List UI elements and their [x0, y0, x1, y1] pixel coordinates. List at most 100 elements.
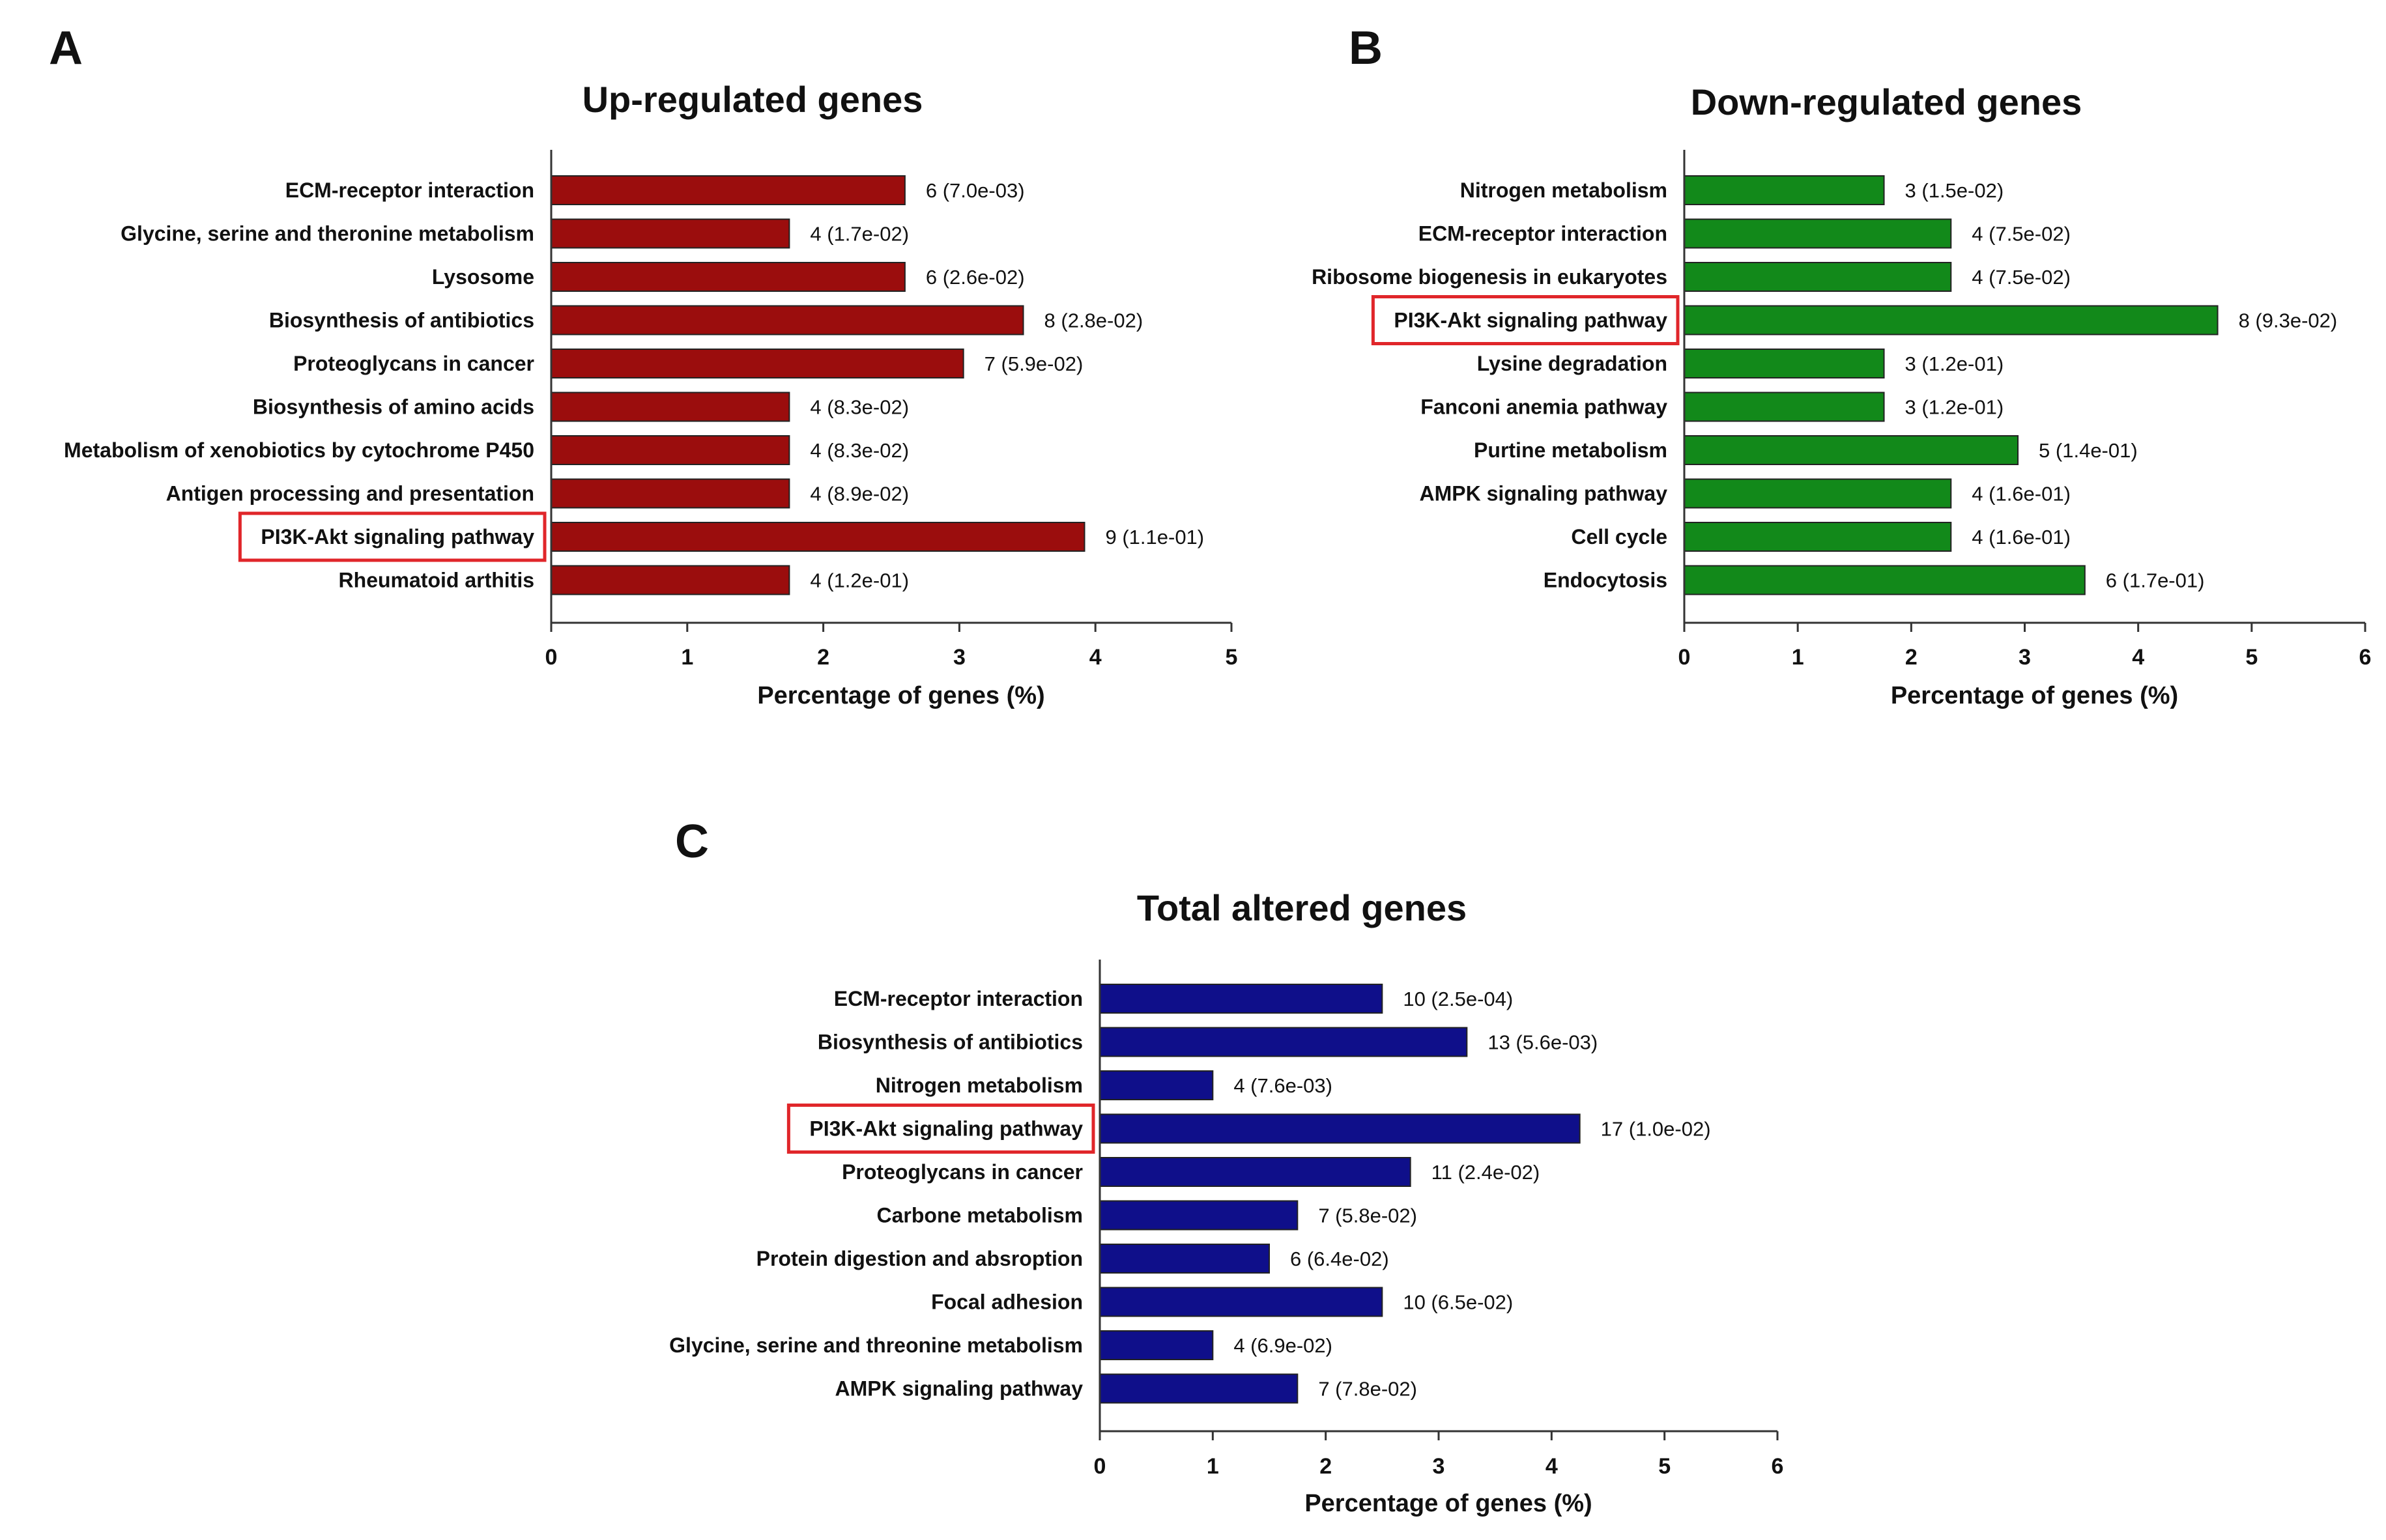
- bar: [551, 435, 790, 465]
- bar: [1099, 1157, 1411, 1187]
- bar: [551, 305, 1024, 335]
- chart-total-altered: C Total altered genes ECM-receptor interac…: [669, 816, 1783, 1517]
- category-label: Protein digestion and absroption: [756, 1247, 1083, 1270]
- data-label: 6 (2.6e-02): [926, 266, 1025, 289]
- category-label: Endocytosis: [1544, 569, 1667, 592]
- category-label: Lysine degradation: [1477, 352, 1667, 375]
- bar: [551, 392, 790, 422]
- highlight-box: [786, 1104, 1095, 1154]
- x-tick-label: 5: [1226, 645, 1238, 670]
- category-label: Ribosome biogenesis in eukaryotes: [1312, 265, 1667, 289]
- chart-title: Down-regulated genes: [1691, 81, 2082, 122]
- bar: [1099, 1330, 1214, 1360]
- data-label: 7 (7.8e-02): [1318, 1378, 1417, 1401]
- x-tick-label: 4: [1545, 1454, 1558, 1479]
- data-label: 4 (1.6e-01): [1972, 483, 2071, 506]
- category-label: PI3K-Akt signaling pathway: [809, 1117, 1083, 1141]
- panel-letter-c: C: [675, 816, 709, 868]
- bar: [1684, 349, 1885, 378]
- bar: [1099, 1200, 1299, 1231]
- x-tick-label: 4: [1089, 645, 1102, 670]
- category-label: AMPK signaling pathway: [835, 1377, 1084, 1401]
- data-label: 4 (8.3e-02): [810, 439, 909, 462]
- data-label: 6 (1.7e-01): [2106, 569, 2205, 592]
- x-tick-label: 1: [1207, 1454, 1219, 1479]
- chart-down-regulated: B Down-regulated genes Nitrogen metabolism…: [1312, 22, 2371, 709]
- category-label: Purtine metabolism: [1474, 438, 1667, 462]
- category-label: ECM-receptor interaction: [834, 987, 1083, 1010]
- bar: [1099, 1373, 1299, 1404]
- x-axis-title: Percentage of genes (%): [1891, 682, 2178, 709]
- data-label: 4 (8.3e-02): [810, 396, 909, 419]
- bar: [1684, 262, 1952, 292]
- chart-title: Total altered genes: [1137, 887, 1467, 928]
- x-tick-label: 6: [2359, 645, 2372, 670]
- bar: [1684, 305, 2219, 335]
- category-label: ECM-receptor interaction: [1418, 222, 1667, 246]
- category-label: AMPK signaling pathway: [1420, 482, 1668, 506]
- data-label: 11 (2.4e-02): [1431, 1161, 1540, 1184]
- panel-letter-a: A: [49, 22, 83, 74]
- bar: [1684, 435, 2019, 465]
- x-tick-label: 3: [2019, 645, 2031, 670]
- x-tick-label: 1: [1792, 645, 1804, 670]
- bar: [1099, 1113, 1581, 1144]
- bar: [551, 478, 790, 509]
- bar: [551, 218, 790, 249]
- category-label: Biosynthesis of antibiotics: [818, 1031, 1083, 1054]
- highlight-box: [238, 511, 547, 562]
- x-tick-label: 0: [1678, 645, 1691, 670]
- category-label: Nitrogen metabolism: [876, 1074, 1083, 1097]
- bar: [1099, 1070, 1214, 1100]
- bar: [1099, 984, 1383, 1014]
- chart-up-regulated: A Up-regulated genes ECM-receptor interact…: [49, 22, 1237, 709]
- bar: [1684, 565, 2086, 595]
- bar: [1684, 522, 1952, 552]
- highlight-box: [1371, 295, 1680, 345]
- category-label: Lysosome: [432, 265, 534, 289]
- data-label: 4 (7.5e-02): [1972, 223, 2071, 246]
- bar: [551, 349, 964, 378]
- bar: [1099, 1287, 1383, 1317]
- x-tick-label: 3: [1433, 1454, 1445, 1479]
- x-tick-label: 2: [817, 645, 829, 670]
- bar: [1099, 1027, 1468, 1057]
- chart-title: Up-regulated genes: [582, 79, 923, 120]
- bar: [551, 175, 906, 205]
- category-label: Rheumatoid arthitis: [339, 569, 534, 592]
- x-tick-label: 0: [1094, 1454, 1106, 1479]
- category-label: ECM-receptor interaction: [285, 178, 534, 202]
- bar: [1684, 392, 1885, 422]
- category-label: Glycine, serine and theronine metabolism: [121, 222, 534, 246]
- data-label: 6 (7.0e-03): [926, 179, 1025, 202]
- bar: [551, 262, 906, 292]
- data-label: 3 (1.2e-01): [1905, 352, 2004, 375]
- bar: [1684, 218, 1952, 249]
- category-label: PI3K-Akt signaling pathway: [261, 525, 534, 549]
- x-tick-label: 5: [2245, 645, 2258, 670]
- data-label: 6 (6.4e-02): [1290, 1248, 1389, 1270]
- bar: [1684, 175, 1885, 205]
- x-tick-label: 5: [1658, 1454, 1671, 1479]
- data-label: 17 (1.0e-02): [1601, 1118, 1711, 1141]
- data-label: 3 (1.5e-02): [1905, 179, 2004, 202]
- x-tick-label: 1: [681, 645, 693, 670]
- data-label: 9 (1.1e-01): [1105, 526, 1204, 549]
- data-label: 10 (6.5e-02): [1403, 1291, 1513, 1314]
- category-label: Carbone metabolism: [876, 1204, 1083, 1227]
- category-label: Focal adhesion: [931, 1290, 1083, 1314]
- panel-letter-b: B: [1349, 22, 1383, 74]
- x-tick-label: 4: [2132, 645, 2144, 670]
- data-label: 3 (1.2e-01): [1905, 396, 2004, 419]
- data-label: 8 (9.3e-02): [2239, 309, 2338, 332]
- data-label: 4 (7.5e-02): [1972, 266, 2071, 289]
- x-tick-label: 2: [1319, 1454, 1332, 1479]
- x-tick-label: 3: [953, 645, 966, 670]
- category-label: Fanconi anemia pathway: [1420, 395, 1667, 419]
- x-axis-title: Percentage of genes (%): [1304, 1490, 1592, 1517]
- bar: [1099, 1244, 1270, 1274]
- data-label: 4 (7.6e-03): [1233, 1074, 1332, 1097]
- category-label: Biosynthesis of antibiotics: [269, 309, 534, 332]
- data-label: 4 (1.7e-02): [810, 223, 909, 246]
